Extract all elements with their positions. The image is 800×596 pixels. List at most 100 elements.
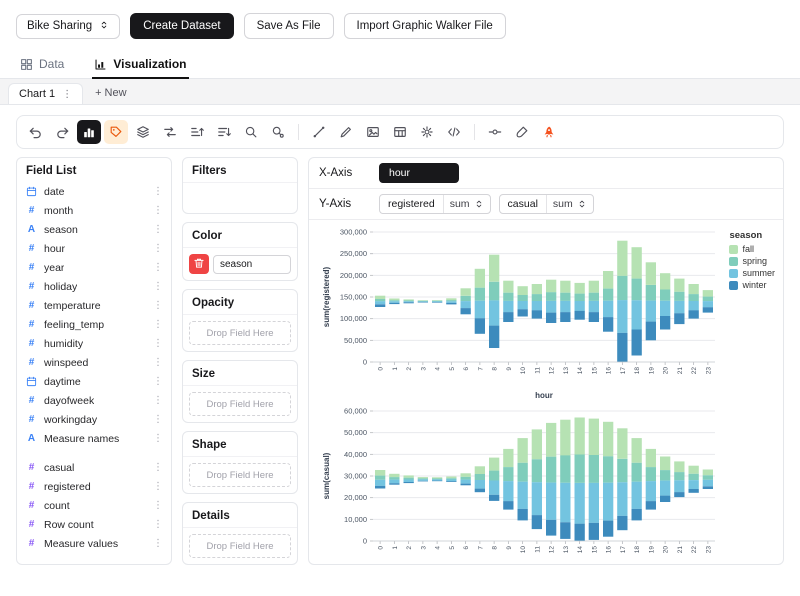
field-item-measure-names[interactable]: A Measure names ⋮ <box>17 429 171 448</box>
sort-ascending-button[interactable] <box>185 120 209 144</box>
limit-button[interactable] <box>483 120 507 144</box>
field-menu-icon[interactable]: ⋮ <box>153 519 163 530</box>
field-item-casual[interactable]: # casual ⋮ <box>17 458 171 477</box>
color-field-label[interactable]: season <box>213 254 291 274</box>
field-item-holiday[interactable]: # holiday ⋮ <box>17 277 171 296</box>
tab-chart-1[interactable]: Chart 1 ⋮ <box>8 83 84 104</box>
svg-text:8: 8 <box>492 367 499 371</box>
field-menu-icon[interactable]: ⋮ <box>153 243 163 254</box>
remove-color-field-button[interactable] <box>189 254 209 274</box>
field-item-hour[interactable]: # hour ⋮ <box>17 239 171 258</box>
field-label: registered <box>44 480 91 493</box>
svg-text:11: 11 <box>534 546 541 553</box>
text-mark-button[interactable] <box>104 120 128 144</box>
field-menu-icon[interactable]: ⋮ <box>153 281 163 292</box>
y-axis-field-pill-casual[interactable]: casual sum <box>498 194 594 214</box>
field-item-row-count[interactable]: # Row count ⋮ <box>17 515 171 534</box>
chart-menu-icon[interactable]: ⋮ <box>62 88 73 100</box>
svg-text:0: 0 <box>363 358 367 367</box>
field-item-year[interactable]: # year ⋮ <box>17 258 171 277</box>
field-menu-icon[interactable]: ⋮ <box>153 338 163 349</box>
field-label: feeling_temp <box>44 318 105 331</box>
field-item-temperature[interactable]: # temperature ⋮ <box>17 296 171 315</box>
export-image-button[interactable] <box>361 120 385 144</box>
field-item-workingday[interactable]: # workingday ⋮ <box>17 410 171 429</box>
redo-button[interactable] <box>50 120 74 144</box>
field-menu-icon[interactable]: ⋮ <box>153 300 163 311</box>
field-menu-icon[interactable]: ⋮ <box>153 205 163 216</box>
y-axis-shelf[interactable]: Y-Axis registered sum casual sum <box>309 189 783 220</box>
legend-item-winter[interactable]: winter <box>729 280 775 290</box>
x-axis-field-pill[interactable]: hour <box>379 163 459 183</box>
field-item-registered[interactable]: # registered ⋮ <box>17 477 171 496</box>
legend-item-fall[interactable]: fall <box>729 244 775 254</box>
tab-visualization[interactable]: Visualization <box>92 49 189 79</box>
color-field-chip[interactable]: season <box>189 254 291 274</box>
field-item-humidity[interactable]: # humidity ⋮ <box>17 334 171 353</box>
field-menu-icon[interactable]: ⋮ <box>153 395 163 406</box>
svg-text:3: 3 <box>420 367 427 371</box>
brush-button[interactable] <box>510 120 534 144</box>
shape-panel: Shape Drop Field Here <box>182 431 298 494</box>
opacity-dropzone[interactable]: Drop Field Here <box>189 321 291 345</box>
legend-item-spring[interactable]: spring <box>729 256 775 266</box>
kanaries-rocket-button[interactable] <box>537 120 561 144</box>
field-menu-icon[interactable]: ⋮ <box>153 500 163 511</box>
zoom-config-button[interactable] <box>266 120 290 144</box>
legend-item-summer[interactable]: summer <box>729 268 775 278</box>
create-dataset-button[interactable]: Create Dataset <box>130 13 234 39</box>
aggregation-select[interactable]: sum <box>545 195 593 213</box>
transpose-button[interactable] <box>158 120 182 144</box>
field-item-measure-values[interactable]: # Measure values ⋮ <box>17 534 171 553</box>
field-menu-icon[interactable]: ⋮ <box>153 538 163 549</box>
field-item-winspeed[interactable]: # winspeed ⋮ <box>17 353 171 372</box>
field-menu-icon[interactable]: ⋮ <box>153 433 163 444</box>
filters-dropzone[interactable] <box>183 183 297 213</box>
svg-text:4: 4 <box>435 546 442 550</box>
svg-text:23: 23 <box>705 367 712 375</box>
new-chart-button[interactable]: + New <box>95 87 127 99</box>
save-as-file-button[interactable]: Save As File <box>243 13 334 39</box>
field-menu-icon[interactable]: ⋮ <box>153 462 163 473</box>
field-item-count[interactable]: # count ⋮ <box>17 496 171 515</box>
sort-descending-button[interactable] <box>212 120 236 144</box>
tab-data[interactable]: Data <box>18 49 66 78</box>
export-code-button[interactable] <box>442 120 466 144</box>
field-item-month[interactable]: # month ⋮ <box>17 201 171 220</box>
field-item-date[interactable]: date ⋮ <box>17 182 171 201</box>
size-title: Size <box>183 361 297 386</box>
svg-text:11: 11 <box>534 367 541 374</box>
mark-type-button[interactable] <box>77 120 101 144</box>
import-graphic-walker-file-button[interactable]: Import Graphic Walker File <box>343 13 506 39</box>
field-menu-icon[interactable]: ⋮ <box>153 376 163 387</box>
hash-icon: # <box>28 262 35 273</box>
aggregation-select[interactable]: sum <box>442 195 490 213</box>
zoom-button[interactable] <box>239 120 263 144</box>
field-item-daytime[interactable]: daytime ⋮ <box>17 372 171 391</box>
field-menu-icon[interactable]: ⋮ <box>153 186 163 197</box>
size-dropzone[interactable]: Drop Field Here <box>189 392 291 416</box>
field-menu-icon[interactable]: ⋮ <box>153 414 163 425</box>
y-axis-field-pill-registered[interactable]: registered sum <box>379 194 491 214</box>
hash-icon: # <box>28 205 35 216</box>
stack-mode-button[interactable] <box>131 120 155 144</box>
field-menu-icon[interactable]: ⋮ <box>153 224 163 235</box>
dataset-select[interactable]: Bike Sharing <box>16 13 121 39</box>
table-view-button[interactable] <box>388 120 412 144</box>
shape-dropzone[interactable]: Drop Field Here <box>189 463 291 487</box>
field-menu-icon[interactable]: ⋮ <box>153 481 163 492</box>
field-menu-icon[interactable]: ⋮ <box>153 357 163 368</box>
details-dropzone[interactable]: Drop Field Here <box>189 534 291 558</box>
x-axis-shelf[interactable]: X-Axis hour <box>309 158 783 189</box>
field-menu-icon[interactable]: ⋮ <box>153 262 163 273</box>
svg-text:12: 12 <box>549 367 556 375</box>
field-item-feeling_temp[interactable]: # feeling_temp ⋮ <box>17 315 171 334</box>
field-menu-icon[interactable]: ⋮ <box>153 319 163 330</box>
field-item-dayofweek[interactable]: # dayofweek ⋮ <box>17 391 171 410</box>
painter-button[interactable] <box>334 120 358 144</box>
resize-chart-button[interactable] <box>307 120 331 144</box>
undo-button[interactable] <box>23 120 47 144</box>
config-button[interactable] <box>415 120 439 144</box>
svg-text:sum(casual): sum(casual) <box>322 452 331 499</box>
